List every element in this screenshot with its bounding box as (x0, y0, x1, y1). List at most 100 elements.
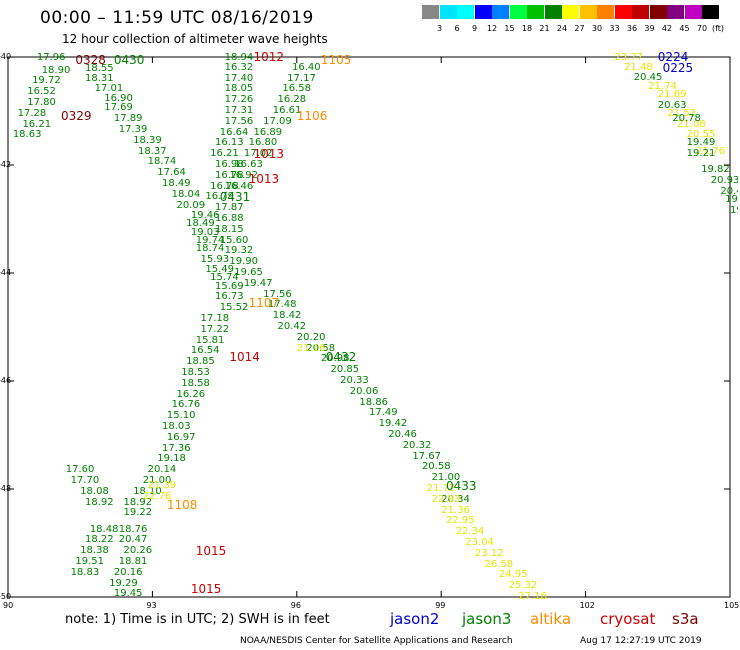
pass-time-label: 1014 (229, 349, 260, 364)
swh-value: 16.58 (282, 83, 311, 95)
lon-tick-label: 99 (435, 601, 446, 610)
pass-time-label: 0431 (219, 190, 251, 205)
swh-value: 16.54 (190, 345, 220, 357)
swh-value: 20.98 (320, 353, 350, 365)
swh-value: 16.79 (205, 191, 234, 203)
swh-value: 19.03 (190, 226, 220, 238)
satellite-jason3: jason3 (462, 610, 512, 628)
pass-time-label: 1012 (253, 50, 285, 64)
swh-value: 17.70 (70, 474, 100, 486)
swh-value: 17.17 (287, 72, 316, 84)
swh-value: 20.78 (672, 113, 701, 125)
swh-value: 19.32 (224, 245, 254, 257)
swh-value: 16.21 (22, 118, 52, 130)
scale-swatch (649, 5, 667, 19)
swh-value: 18.42 (272, 310, 302, 322)
swh-value: 17.48 (267, 299, 297, 311)
swh-value: 16.76 (171, 399, 201, 411)
scale-swatch (509, 5, 527, 19)
swh-value: 18.58 (181, 377, 210, 389)
pass-time-label: 1013 (253, 147, 285, 162)
swh-value: 24.95 (498, 569, 528, 581)
swh-value: 19.65 (234, 267, 263, 278)
credit-line: NOAA/NESDIS Center for Satellite Applica… (240, 636, 513, 646)
pass-time-label: 0224 (657, 50, 689, 64)
scale-label: 3 (436, 24, 443, 33)
swh-value: 20.58 (421, 461, 451, 473)
swh-value: 17.80 (27, 96, 56, 108)
swh-value: 19.22 (123, 507, 153, 519)
swh-value: 20.32 (402, 439, 432, 451)
scale-swatch (562, 5, 579, 19)
swh-value: 16.78 (214, 169, 244, 181)
swh-value: 18.37 (137, 145, 167, 157)
scale-swatch (632, 5, 649, 19)
swh-value: 17.36 (162, 442, 191, 454)
swh-value: 19.74 (195, 234, 225, 246)
scale-swatch (614, 5, 632, 19)
pass-time-label: 0328 (75, 52, 106, 67)
swh-value: 18.10 (133, 485, 162, 497)
scale-label: 36 (626, 24, 638, 33)
swh-value: 21.00 (142, 474, 172, 486)
swh-value: 20.20 (296, 331, 326, 343)
swh-value: 22.95 (446, 515, 475, 527)
swh-value: 16.63 (234, 159, 263, 170)
scale-label: 45 (679, 24, 690, 33)
pass-time-label: 1105 (320, 52, 352, 67)
scale-label: 30 (591, 24, 603, 33)
swh-value: 18.81 (118, 555, 148, 567)
swh-value: 21.00 (431, 472, 461, 484)
swh-value: 21.74 (648, 80, 677, 92)
swh-value: 19.46 (190, 210, 220, 222)
swh-value: 19.82 (701, 165, 730, 176)
pass-time-label: 1015 (195, 544, 227, 559)
swh-value: 16.98 (214, 159, 244, 170)
swh-value: 18.92 (123, 496, 153, 508)
scale-label: 70 (696, 24, 708, 33)
scale-label: 42 (661, 24, 673, 33)
swh-value: 19.42 (378, 418, 408, 430)
swh-value: 17.96 (36, 52, 66, 64)
swh-value: 20.14 (147, 464, 177, 476)
lon-tick-label: 96 (290, 601, 301, 610)
swh-value: 20.26 (123, 545, 153, 557)
lon-tick-label: 93 (146, 601, 157, 610)
swh-value: 19.49 (686, 137, 716, 149)
swh-value: 18.83 (70, 566, 100, 578)
swh-value: 16.64 (219, 126, 249, 138)
swh-value: 18.31 (85, 72, 114, 84)
scale-swatch (492, 5, 509, 19)
pass-time-label: 0329 (60, 109, 92, 124)
scale-swatch (544, 5, 562, 19)
swh-value: 17.40 (224, 72, 254, 84)
swh-value: 18.63 (12, 129, 42, 141)
swh-value: 20.33 (340, 375, 369, 386)
pass-time-label: 0225 (662, 60, 694, 75)
lon-tick-label: 90 (3, 601, 14, 610)
swh-value: 17.60 (65, 464, 95, 476)
swh-value: 20.58 (306, 342, 336, 354)
lat-tick-label: -46 (0, 376, 12, 385)
swh-value: 18.74 (195, 242, 225, 254)
swh-value: 20.09 (176, 199, 206, 211)
swh-value: 21.72 (426, 483, 456, 494)
swh-value: 17.56 (224, 115, 254, 127)
swh-value: 22.34 (455, 526, 485, 538)
pass-time-label: 1107 (248, 295, 280, 310)
swh-value: 19.72 (32, 75, 61, 87)
scale-swatch (422, 5, 439, 19)
scale-label: 15 (504, 24, 515, 33)
swh-value: 23.12 (474, 547, 504, 559)
swh-value: 15.49 (205, 264, 234, 276)
swh-value: 19.21 (686, 148, 716, 160)
swh-value: 21.36 (441, 504, 470, 516)
swh-value: 17.02 (243, 148, 273, 160)
swh-value: 18.08 (80, 485, 109, 497)
pass-time-label: 1015 (190, 581, 222, 596)
swh-value: 21.53 (667, 107, 697, 119)
swh-value: 19.90 (229, 256, 259, 268)
scale-swatch (474, 5, 492, 19)
swh-value: 18.49 (186, 218, 215, 230)
